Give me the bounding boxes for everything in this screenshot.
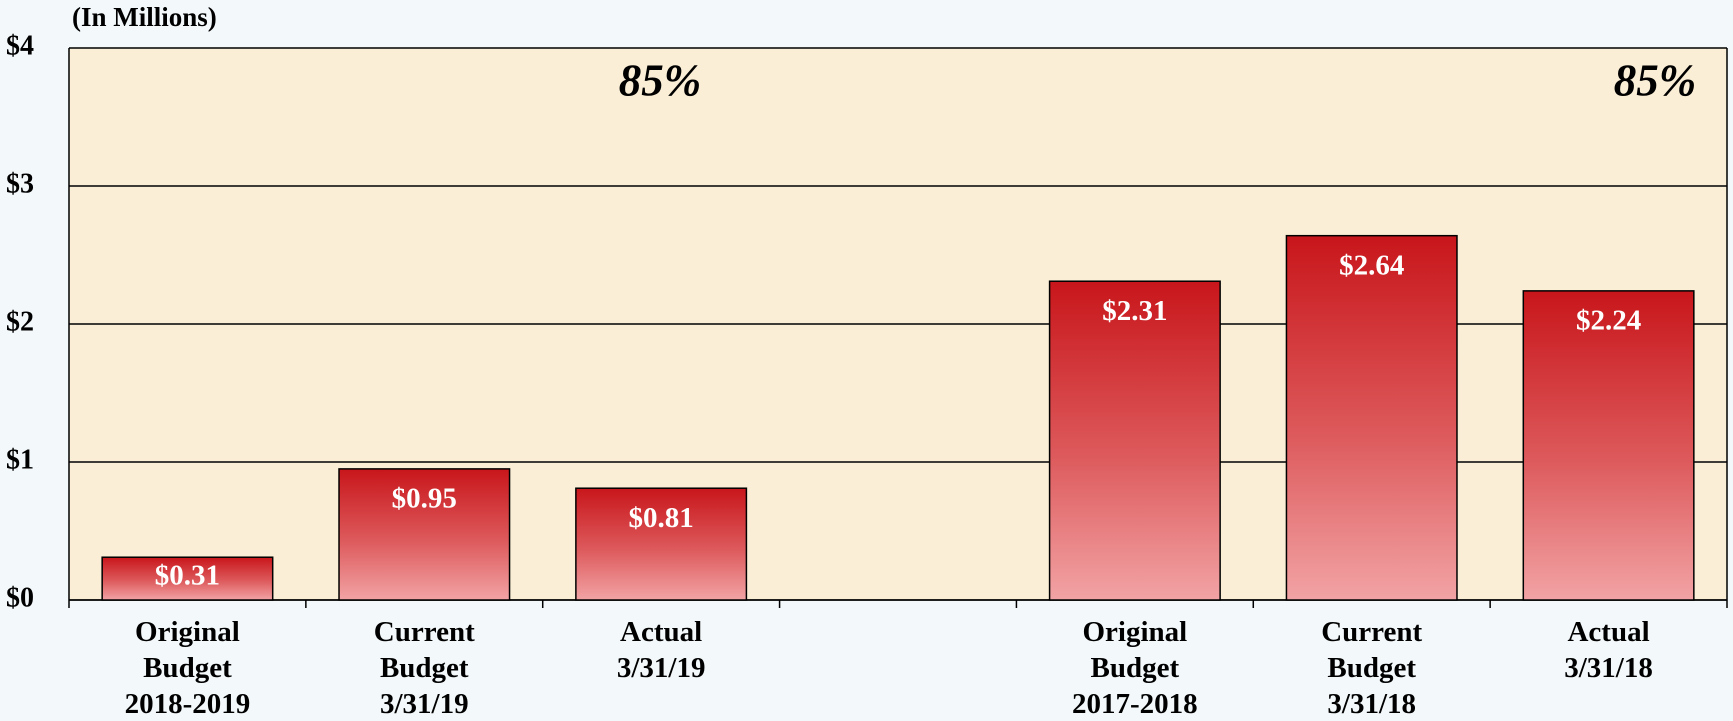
x-tick-label: Current Budget 3/31/18 bbox=[1321, 616, 1423, 720]
value-label: $0.81 bbox=[629, 502, 694, 534]
bar bbox=[1285, 234, 1458, 601]
bar bbox=[101, 556, 274, 601]
x-tick-label: Original Budget 2017-2018 bbox=[1072, 616, 1198, 720]
x-tick-label: Actual 3/31/18 bbox=[1564, 616, 1653, 684]
y-tick-label: $2 bbox=[6, 306, 34, 337]
annotation: 85% bbox=[619, 55, 702, 105]
y-tick-label: $3 bbox=[6, 168, 34, 199]
y-tick-label: $1 bbox=[6, 444, 34, 475]
value-label: $2.31 bbox=[1102, 295, 1167, 327]
annotation: 85% bbox=[1614, 55, 1697, 105]
bar bbox=[575, 487, 748, 601]
y-tick-label: $0 bbox=[6, 582, 34, 613]
x-tick-label: Actual 3/31/19 bbox=[616, 616, 706, 684]
unit-label: (In Millions) bbox=[72, 2, 217, 32]
bar bbox=[1522, 290, 1695, 601]
y-tick-label: $4 bbox=[6, 30, 34, 61]
bar bbox=[1048, 280, 1221, 601]
bar bbox=[338, 468, 511, 601]
value-label: $0.95 bbox=[392, 483, 457, 515]
value-label: $2.24 bbox=[1576, 305, 1641, 337]
x-tick-label: Current Budget 3/31/19 bbox=[373, 616, 475, 720]
value-label: $0.31 bbox=[155, 560, 220, 592]
x-tick-label: Original Budget 2018-2019 bbox=[124, 616, 251, 720]
value-label: $2.64 bbox=[1339, 249, 1404, 281]
